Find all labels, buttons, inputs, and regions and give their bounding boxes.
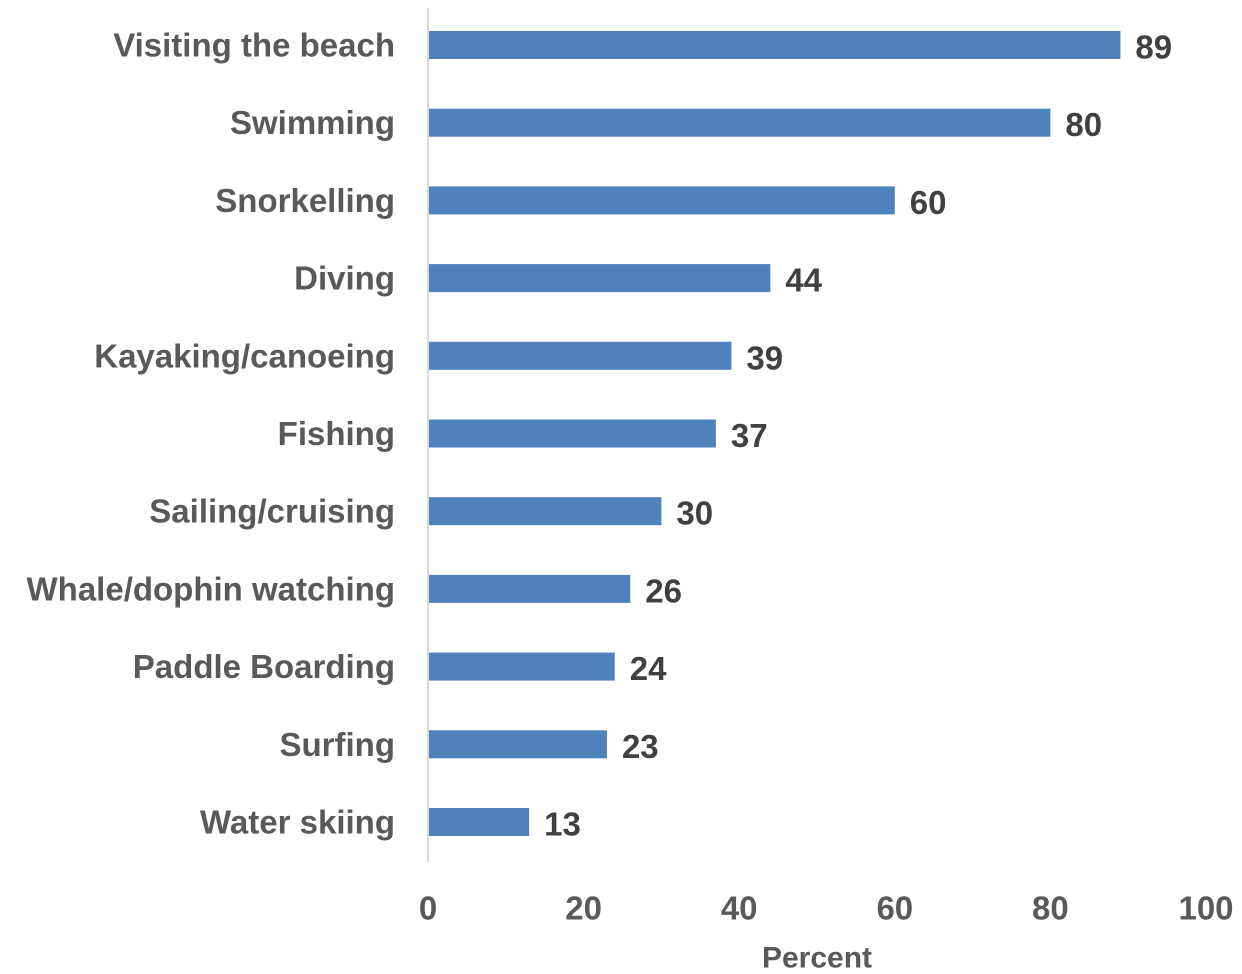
bar-surfing [428,730,607,759]
x-tick-label-40: 40 [721,890,758,927]
data-label-fishing: 37 [731,417,768,454]
bar-swimming [428,108,1051,137]
data-label-surfing: 23 [622,728,659,765]
category-label-swimming: Swimming [230,104,395,141]
bar-sailing-cruising [428,497,662,526]
bars-layer [428,31,1121,836]
data-label-whale-dophin-watching: 26 [645,572,682,609]
category-label-surfing: Surfing [280,726,395,763]
data-label-kayaking-canoeing: 39 [746,339,783,376]
category-label-diving: Diving [294,260,395,297]
bar-snorkelling [428,186,895,215]
bar-visiting-the-beach [428,31,1121,59]
data-label-swimming: 80 [1065,106,1102,143]
category-label-fishing: Fishing [278,415,395,452]
data-label-snorkelling: 60 [910,184,947,221]
category-label-kayaking-canoeing: Kayaking/canoeing [94,337,395,374]
data-label-water-skiing: 13 [544,806,581,843]
data-label-diving: 44 [785,262,822,299]
category-label-sailing-cruising: Sailing/cruising [149,493,395,530]
data-labels: 89 80 60 44 39 37 30 26 24 23 13 [544,29,1172,843]
x-tick-label-20: 20 [565,890,602,927]
bar-diving [428,264,771,293]
category-label-paddle-boarding: Paddle Boarding [133,648,395,685]
x-tick-label-80: 80 [1032,890,1069,927]
bar-water-skiing [428,808,530,836]
category-label-visiting-the-beach: Visiting the beach [113,27,395,64]
data-label-visiting-the-beach: 89 [1135,29,1172,66]
category-labels: Visiting the beach Swimming Snorkelling Div… [27,27,395,841]
data-label-paddle-boarding: 24 [630,650,667,687]
category-label-water-skiing: Water skiing [200,804,395,841]
x-tick-label-60: 60 [876,890,913,927]
x-axis-ticks: 0 20 40 60 80 100 [419,890,1234,927]
bar-whale-dophin-watching [428,574,631,603]
bar-paddle-boarding [428,652,615,681]
category-label-snorkelling: Snorkelling [215,182,395,219]
data-label-sailing-cruising: 30 [676,495,713,532]
x-tick-label-100: 100 [1178,890,1233,927]
category-label-whale-dophin-watching: Whale/dophin watching [27,570,395,607]
bar-kayaking-canoeing [428,341,732,370]
x-tick-label-0: 0 [419,890,437,927]
bar-fishing [428,419,716,448]
x-axis-title: Percent [762,942,872,974]
